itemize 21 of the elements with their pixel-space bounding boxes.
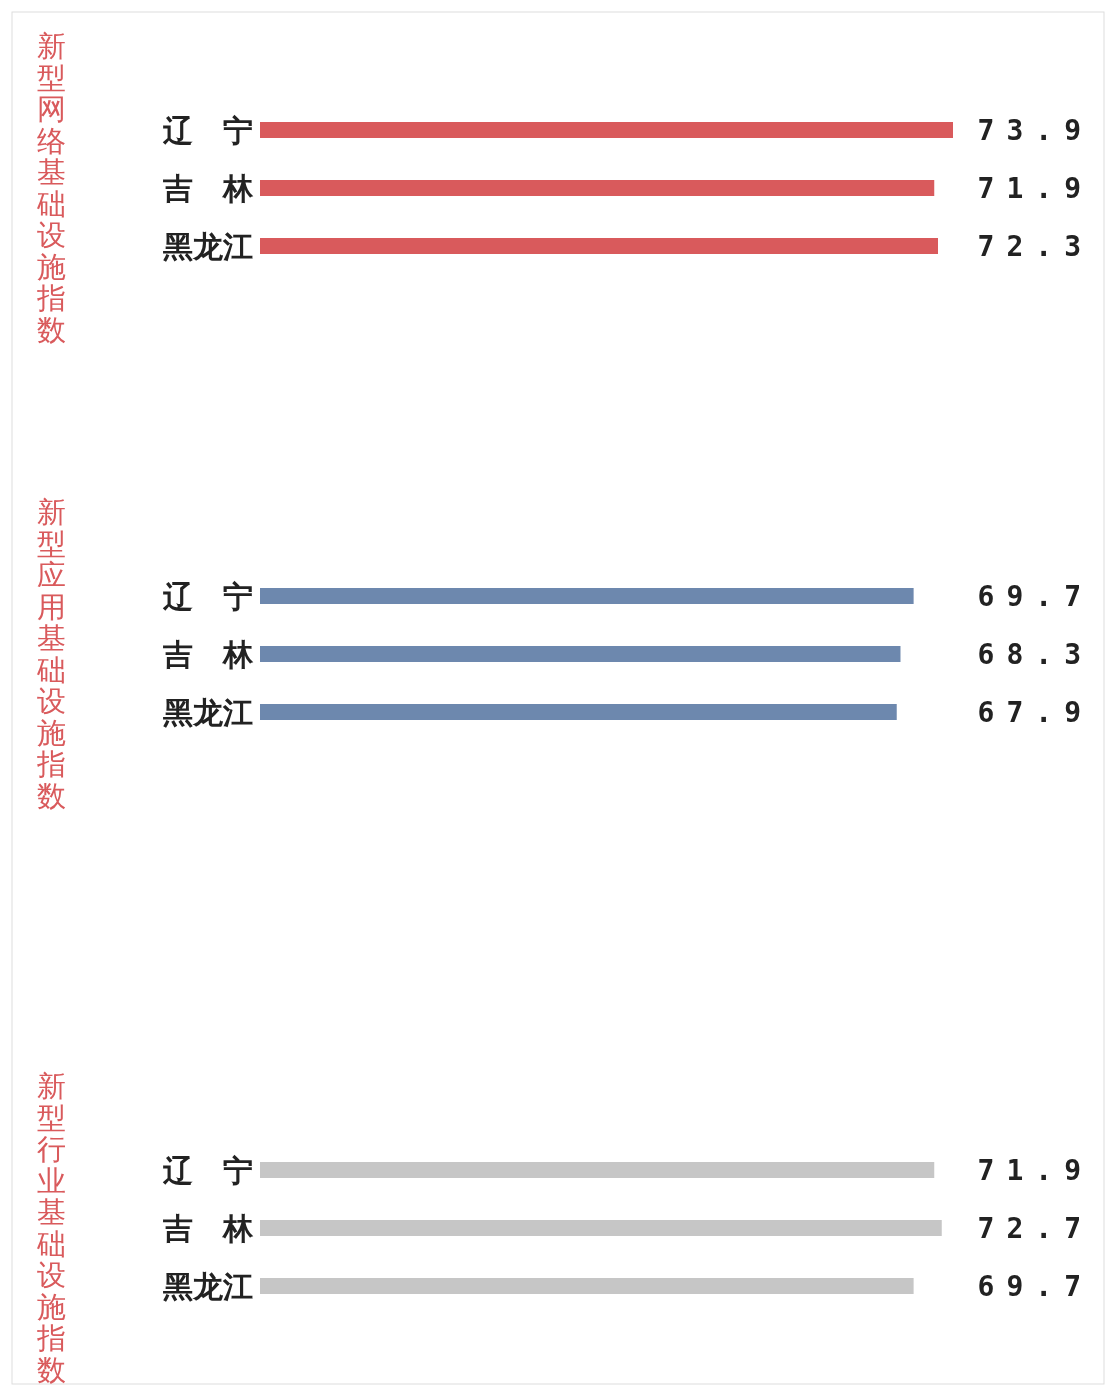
y-tick-label: 吉 林	[162, 170, 254, 206]
y-tick-label: 辽 宁	[162, 1152, 253, 1188]
data-label: 67.9	[977, 695, 1093, 729]
data-label: 73.9	[977, 113, 1093, 147]
y-tick-label: 黑龙江	[163, 228, 253, 264]
chart-title: 新型网络基础设施指数	[36, 29, 66, 347]
y-tick-label: 辽 宁	[162, 112, 253, 148]
chart-title: 新型应用基础设施指数	[36, 495, 66, 813]
y-tick-label: 吉 林	[162, 636, 254, 672]
data-label: 71.9	[977, 1153, 1093, 1187]
y-tick-label: 黑龙江	[163, 1268, 253, 1304]
data-label: 72.3	[977, 229, 1093, 263]
y-tick-label: 辽 宁	[162, 578, 253, 614]
data-label: 72.7	[977, 1211, 1093, 1245]
data-label: 69.7	[977, 1269, 1093, 1303]
data-label: 68.3	[977, 637, 1093, 671]
data-label: 69.7	[977, 579, 1093, 613]
y-tick-label: 吉 林	[162, 1210, 254, 1246]
chart-title: 新型行业基础设施指数	[36, 1069, 66, 1387]
data-label: 71.9	[977, 171, 1093, 205]
y-tick-label: 黑龙江	[163, 694, 253, 730]
